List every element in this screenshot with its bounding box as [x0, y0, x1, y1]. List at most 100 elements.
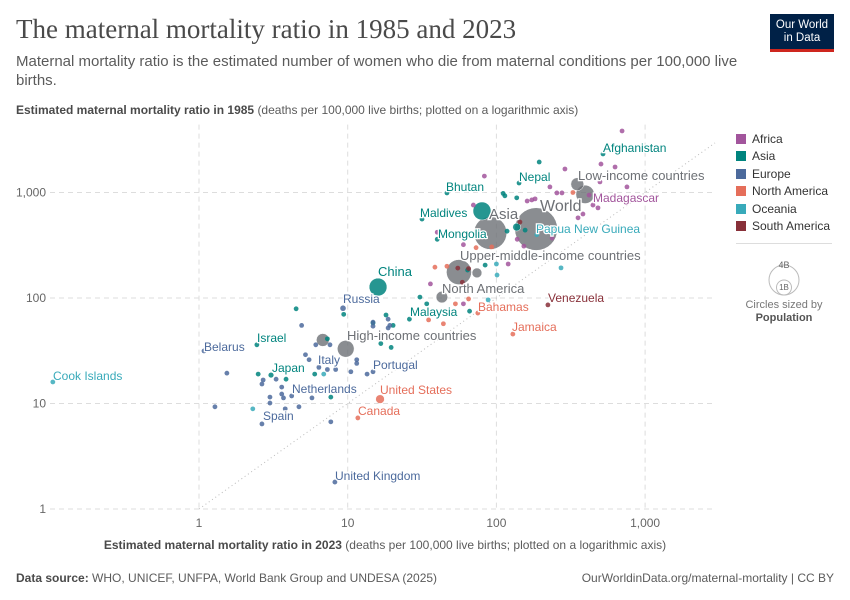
point-label: Cook Islands: [53, 369, 122, 383]
point: [485, 297, 491, 303]
y-axis-note: (deaths per 100,000 live births; plotted…: [257, 103, 579, 117]
point: [293, 306, 299, 312]
point-belarus: [201, 348, 207, 354]
data-source-label: Data source:: [16, 571, 89, 585]
point-label: Portugal: [373, 358, 418, 372]
size-circle-small: [776, 279, 792, 296]
point-label: Afghanistan: [603, 141, 666, 155]
point-china: [368, 277, 388, 297]
size-legend-circles: 4B 1B: [768, 260, 800, 296]
legend-item-asia[interactable]: Asia: [736, 148, 836, 166]
point: [559, 190, 565, 196]
point: [354, 360, 360, 366]
point: [341, 311, 347, 317]
point: [598, 161, 604, 167]
point: [299, 322, 305, 328]
point-mongolia: [434, 236, 440, 242]
point-label: Venezuela: [548, 291, 604, 305]
point: [212, 404, 218, 410]
legend-swatch: [736, 133, 746, 144]
point: [259, 381, 265, 387]
point: [521, 243, 527, 249]
point: [281, 395, 286, 401]
point: [459, 279, 465, 285]
point: [471, 267, 483, 279]
y-tick-label: 1: [39, 502, 46, 516]
point: [370, 323, 376, 329]
point: [385, 325, 391, 331]
point: [522, 227, 528, 233]
point-portugal: [370, 369, 376, 375]
point-label: Russia: [343, 292, 380, 306]
point: [461, 301, 466, 307]
point-label: Mongolia: [438, 227, 487, 241]
point: [455, 265, 461, 271]
legend-label: Asia: [752, 149, 776, 164]
point: [313, 342, 319, 348]
point: [580, 211, 586, 217]
legend-item-south-america[interactable]: South America: [736, 218, 836, 236]
size-big-label: 4B: [778, 260, 789, 270]
point-label: United Kingdom: [335, 469, 420, 483]
point: [470, 202, 476, 208]
point: [383, 312, 389, 318]
point: [482, 262, 488, 268]
legend-divider: [736, 243, 832, 244]
point: [461, 242, 466, 248]
legend-item-africa[interactable]: Africa: [736, 130, 836, 148]
point: [512, 222, 521, 232]
point-low-income-countries: [570, 177, 585, 191]
point: [273, 376, 279, 382]
point: [417, 294, 423, 300]
point: [388, 345, 394, 350]
point: [432, 264, 438, 270]
size-caption: Circles sized by: [745, 299, 823, 311]
point-label: High-income countries: [347, 328, 477, 343]
point: [279, 384, 285, 390]
logo-line-1: Our World: [775, 19, 829, 31]
point-canada: [355, 415, 361, 421]
point-north-america: [435, 291, 448, 304]
point: [624, 184, 630, 190]
point-papua-new-guinea: [534, 232, 540, 238]
point-label: Jamaica: [512, 320, 557, 334]
point-label: Canada: [358, 404, 400, 418]
point-label: China: [378, 264, 413, 279]
point: [554, 190, 560, 196]
point-upper-middle-income-countries: [446, 259, 472, 285]
owid-logo[interactable]: Our World in Data: [770, 14, 834, 52]
point-high-income-countries: [337, 340, 355, 358]
y-tick-label: 100: [26, 291, 46, 305]
point: [267, 400, 273, 406]
legend-item-north-america[interactable]: North America: [736, 183, 836, 201]
legend-label: South America: [752, 219, 831, 234]
point: [333, 367, 339, 372]
point-label: Netherlands: [292, 382, 357, 396]
point: [619, 128, 625, 134]
point: [328, 419, 334, 425]
y-tick-label: 1,000: [16, 186, 46, 200]
point-spain: [259, 421, 265, 427]
point-nepal: [516, 180, 522, 186]
point: [321, 371, 327, 377]
point: [504, 228, 510, 234]
point: [434, 229, 440, 235]
point-label: Maldives: [420, 206, 467, 220]
point: [279, 391, 285, 397]
point: [390, 322, 396, 328]
point: [296, 404, 302, 410]
point: [378, 341, 384, 346]
data-source: Data source: WHO, UNICEF, UNFPA, World B…: [16, 571, 437, 585]
point: [354, 357, 360, 363]
footer-link[interactable]: OurWorldinData.org/maternal-mortality | …: [581, 571, 834, 585]
point-cook-islands: [50, 379, 56, 385]
point: [595, 205, 601, 211]
legend-item-europe[interactable]: Europe: [736, 165, 836, 183]
point: [536, 159, 542, 165]
legend-item-oceania[interactable]: Oceania: [736, 200, 836, 218]
point: [590, 202, 596, 208]
x-tick-label: 1,000: [630, 516, 660, 530]
point: [385, 316, 391, 322]
point: [514, 195, 520, 201]
